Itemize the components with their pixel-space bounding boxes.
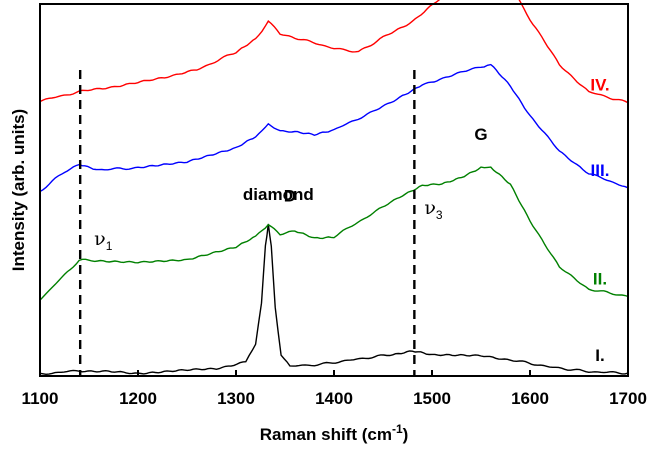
nu-label-1: ν1 [94, 228, 113, 253]
x-axis-title-close: ) [403, 425, 409, 444]
annotation-g: G [474, 125, 487, 144]
annotation-diamond: diamond [243, 185, 314, 204]
series-label-4: IV. [590, 76, 609, 95]
series-label-3: III. [591, 161, 610, 180]
x-tick-label-1200: 1200 [119, 389, 157, 408]
y-axis-title: Intensity (arb. units) [9, 109, 28, 271]
series-line-1 [39, 223, 629, 376]
annotation-d: D [284, 187, 296, 206]
x-tick-label-1700: 1700 [609, 389, 647, 408]
series-line-3 [39, 63, 629, 193]
x-axis-title: Raman shift (cm-1) [260, 422, 409, 444]
reference-lines [78, 70, 416, 376]
nu-symbol: ν [94, 228, 106, 250]
series-label-1: I. [595, 346, 604, 365]
series-line-2 [39, 166, 629, 301]
x-tick-label-1400: 1400 [315, 389, 353, 408]
x-tick-label-1600: 1600 [511, 389, 549, 408]
nu-label-3: ν3 [424, 197, 443, 222]
x-axis-ticks: 1100 1200 1300 1400 1500 1600 1700 [22, 370, 647, 408]
plot-frame [39, 3, 629, 377]
series-label-2: II. [593, 269, 607, 288]
nu-subscript: 3 [436, 208, 443, 222]
series-layer [39, 0, 629, 376]
x-axis-title-sup: -1 [392, 422, 403, 436]
x-tick-label-1500: 1500 [413, 389, 451, 408]
x-axis-title-main: Raman shift (cm [260, 425, 392, 444]
nu-subscript: 1 [106, 239, 113, 253]
series-line-4 [39, 0, 629, 104]
nu-symbol: ν [424, 197, 436, 219]
x-tick-label-1300: 1300 [217, 389, 255, 408]
x-tick-label-1100: 1100 [22, 389, 59, 408]
